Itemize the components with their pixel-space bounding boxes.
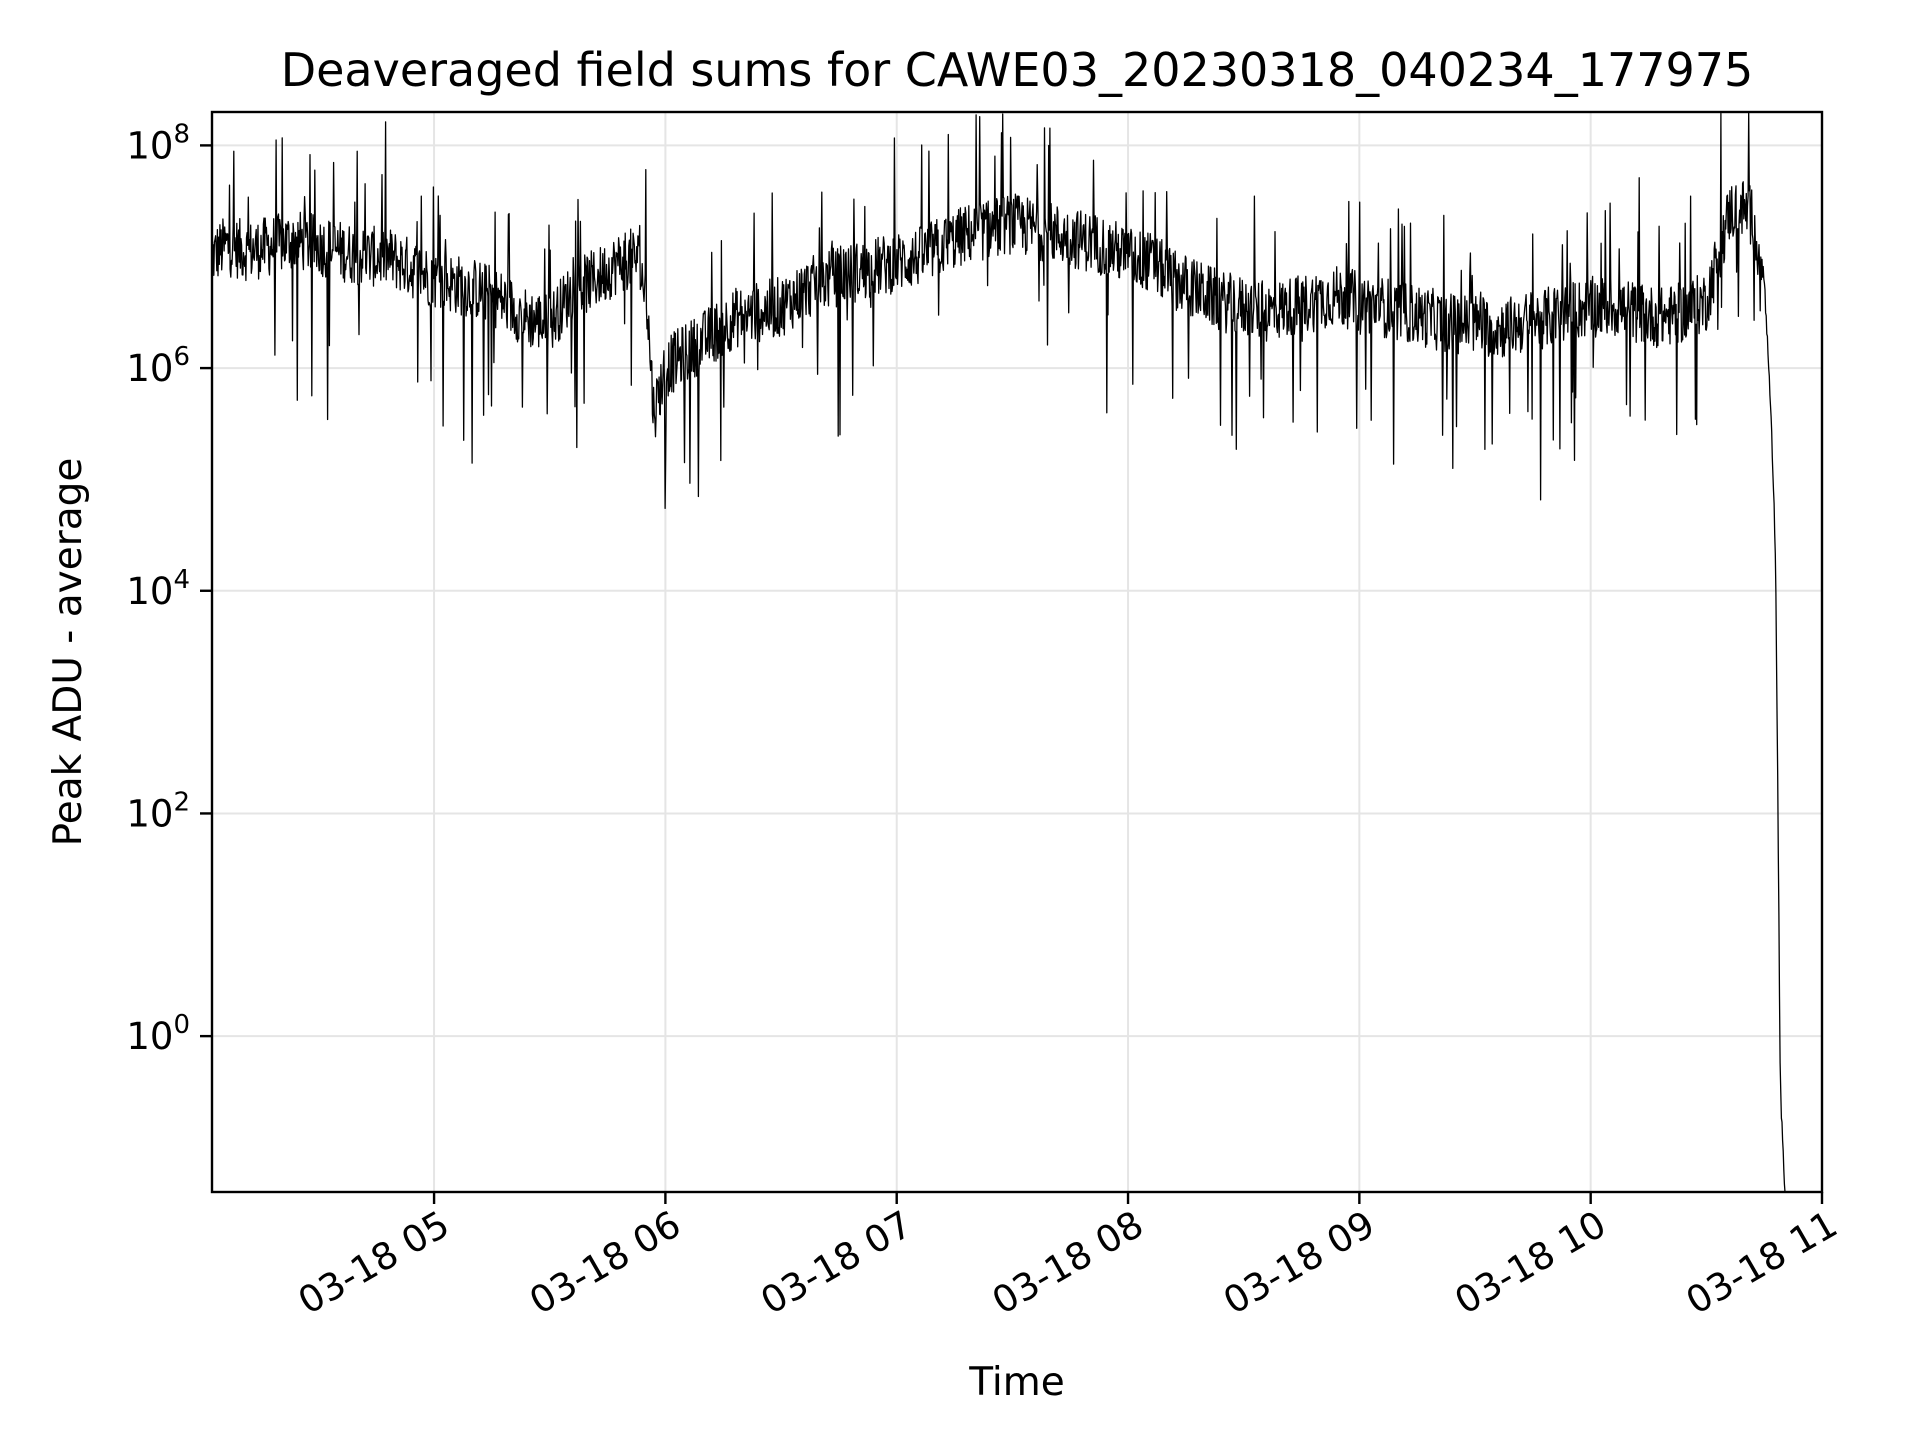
y-axis-ticks: 100 102 104 106 108 bbox=[126, 119, 212, 1058]
y-tick-label: 100 bbox=[126, 1010, 190, 1058]
x-axis-label: Time bbox=[968, 1360, 1064, 1405]
y-tick-label: 102 bbox=[126, 787, 190, 835]
y-tick-label: 104 bbox=[126, 565, 190, 613]
y-axis-label: Peak ADU - average bbox=[46, 458, 91, 847]
series-layer bbox=[211, 111, 1786, 1193]
series-line bbox=[211, 111, 1786, 1193]
plot-frame bbox=[210, 110, 1824, 1194]
y-tick-label: 108 bbox=[126, 119, 190, 167]
y-tick-label: 106 bbox=[126, 342, 190, 390]
chart-title: Deaveraged field sums for CAWE03_2023031… bbox=[281, 43, 1754, 97]
